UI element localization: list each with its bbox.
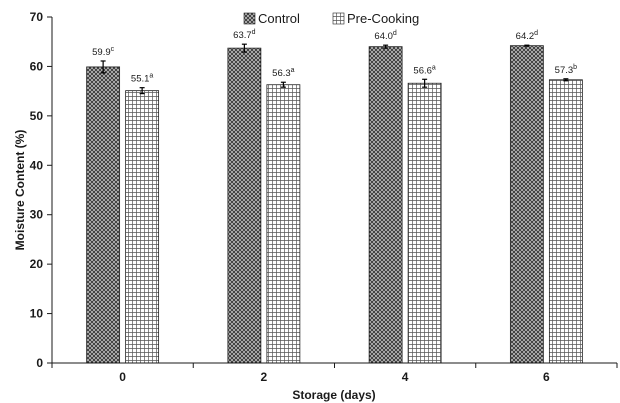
data-label-value: 55.1	[131, 74, 150, 85]
data-label-superscript: d	[252, 29, 256, 36]
y-axis-title: Moisture Content (%)	[13, 130, 27, 251]
bar-control	[227, 47, 262, 364]
data-label-superscript: a	[149, 73, 153, 80]
data-label-value: 59.9	[92, 47, 111, 58]
data-label-value: 63.7	[233, 30, 252, 41]
legend: Control Pre-Cooking	[243, 11, 419, 26]
data-label-control: 59.9c	[92, 46, 115, 58]
y-tick-label: 10	[30, 307, 44, 321]
error-bar-precooking	[139, 87, 145, 95]
data-label-superscript: d	[534, 30, 538, 37]
x-tick-label: 4	[402, 370, 409, 384]
data-label-value: 57.3	[555, 65, 574, 76]
error-bar-control	[241, 43, 247, 53]
data-label-value: 56.3	[272, 68, 291, 79]
data-label-superscript: d	[393, 30, 397, 37]
data-label-precooking: 57.3b	[555, 64, 578, 76]
bar-precooking	[125, 90, 160, 364]
y-tick-label: 60	[30, 59, 44, 73]
legend-label-control: Control	[258, 11, 300, 26]
y-tick-label: 30	[30, 208, 44, 222]
y-tick-label: 20	[30, 257, 44, 271]
bar-precooking	[548, 79, 583, 364]
y-tick-label: 0	[36, 356, 43, 370]
error-bars	[100, 43, 569, 95]
bars	[86, 45, 583, 364]
error-bar-control	[524, 44, 530, 47]
legend-swatch-control	[243, 12, 256, 25]
y-axis-ticks: 0 10 20 30 40 50 60 70	[30, 10, 52, 370]
data-label-precooking: 56.6a	[413, 64, 436, 76]
x-tick-label: 0	[119, 370, 126, 384]
bar-control	[368, 46, 403, 364]
data-label-superscript: a	[432, 64, 436, 71]
data-label-control: 64.0d	[374, 30, 397, 42]
y-tick-label: 70	[30, 10, 44, 24]
data-label-superscript: b	[573, 64, 577, 71]
bar-precooking	[266, 84, 301, 364]
y-tick-label: 40	[30, 158, 44, 172]
data-label-value: 64.0	[374, 31, 393, 42]
data-label-precooking: 56.3a	[272, 67, 295, 79]
error-bar-precooking	[422, 78, 428, 88]
error-bar-precooking	[280, 81, 286, 88]
legend-swatch-precooking	[332, 12, 345, 25]
x-tick-label: 6	[543, 370, 550, 384]
x-axis-title: Storage (days)	[292, 388, 375, 402]
data-label-superscript: a	[291, 67, 295, 74]
bar-control	[509, 45, 544, 364]
error-bar-control	[100, 60, 106, 74]
x-axis-ticks: 0 2 4 6	[51, 363, 618, 384]
data-label-value: 64.2	[516, 31, 535, 42]
bar-precooking	[407, 82, 442, 364]
error-bar-control	[383, 44, 389, 49]
x-tick-label: 2	[261, 370, 268, 384]
bar-control	[86, 66, 121, 364]
data-label-superscript: c	[111, 46, 115, 53]
data-label-precooking: 55.1a	[131, 73, 154, 85]
data-label-control: 63.7d	[233, 29, 256, 41]
y-tick-label: 50	[30, 109, 44, 123]
data-label-value: 56.6	[413, 65, 432, 76]
error-bar-precooking	[563, 78, 569, 82]
data-label-control: 64.2d	[516, 30, 539, 42]
legend-label-precooking: Pre-Cooking	[347, 11, 419, 26]
